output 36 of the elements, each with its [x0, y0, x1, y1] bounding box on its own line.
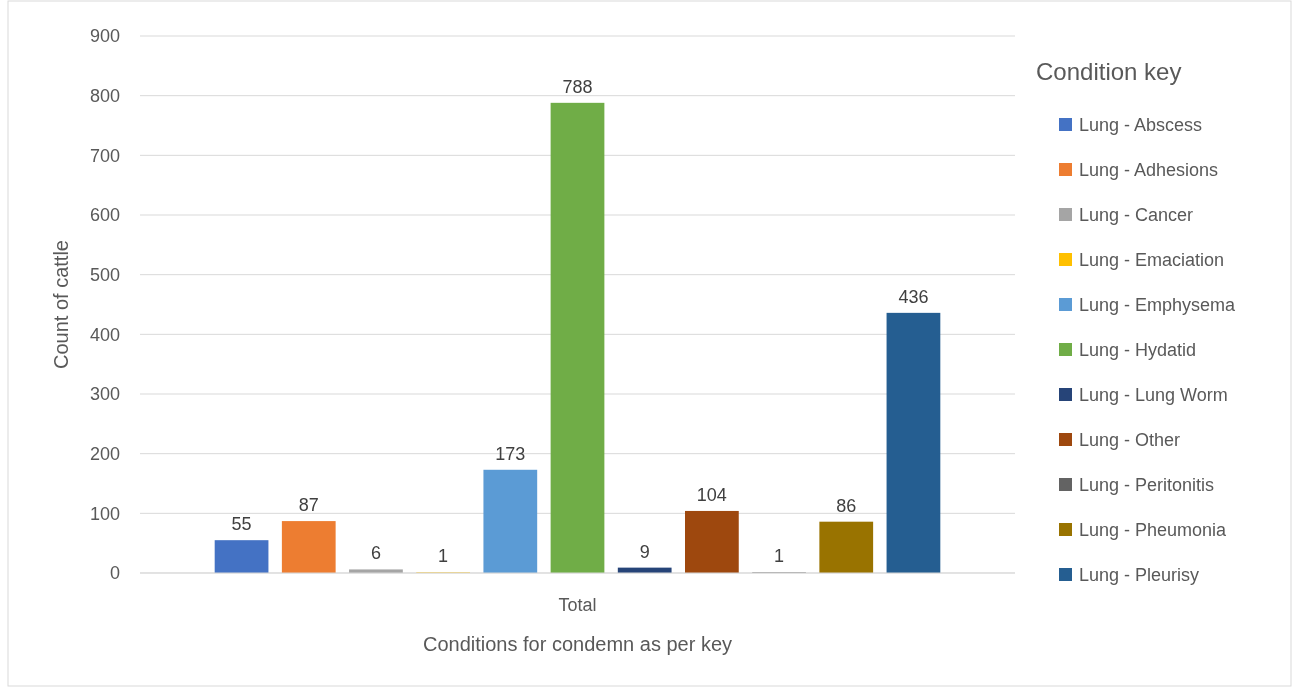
- legend-label: Lung - Pheumonia: [1079, 519, 1228, 540]
- data-label: 55: [231, 514, 252, 535]
- y-tick-label: 800: [89, 85, 120, 106]
- x-tick-label: Total: [558, 595, 597, 615]
- legend-label: Lung - Other: [1079, 429, 1181, 450]
- legend-title: Condition key: [1036, 58, 1182, 85]
- legend-label: Lung - Pleurisy: [1079, 564, 1200, 585]
- legend-label: Lung - Emaciation: [1079, 249, 1225, 270]
- data-label: 104: [696, 484, 727, 505]
- data-label: 1: [438, 546, 449, 567]
- y-tick-label: 400: [89, 324, 120, 345]
- legend-label: Lung - Cancer: [1079, 204, 1194, 225]
- y-tick-label: 600: [89, 205, 120, 226]
- legend-label: Lung - Peritonitis: [1079, 474, 1215, 495]
- data-label: 1: [774, 546, 785, 567]
- data-label: 788: [562, 76, 593, 97]
- data-label: 173: [495, 443, 526, 464]
- data-label: 436: [898, 286, 929, 307]
- legend-label: Lung - Abscess: [1079, 114, 1203, 135]
- data-label: 9: [639, 541, 650, 562]
- y-tick-label: 900: [89, 26, 120, 47]
- y-tick-label: 100: [89, 503, 120, 524]
- legend-label: Lung - Adhesions: [1079, 159, 1219, 180]
- x-axis-title: Conditions for condemn as per key: [422, 633, 733, 655]
- data-label: 6: [370, 543, 381, 564]
- y-tick-label: 0: [109, 563, 120, 584]
- y-tick-label: 700: [89, 145, 120, 166]
- data-label: 86: [836, 495, 857, 516]
- y-tick-label: 200: [89, 443, 120, 464]
- data-label: 87: [298, 495, 319, 516]
- y-axis-title: Count of cattle: [50, 240, 72, 369]
- legend-label: Lung - Emphysema: [1079, 294, 1237, 315]
- legend-label: Lung - Hydatid: [1079, 339, 1197, 360]
- legend-label: Lung - Lung Worm: [1079, 384, 1228, 405]
- y-tick-label: 300: [89, 384, 120, 405]
- y-tick-label: 500: [89, 264, 120, 285]
